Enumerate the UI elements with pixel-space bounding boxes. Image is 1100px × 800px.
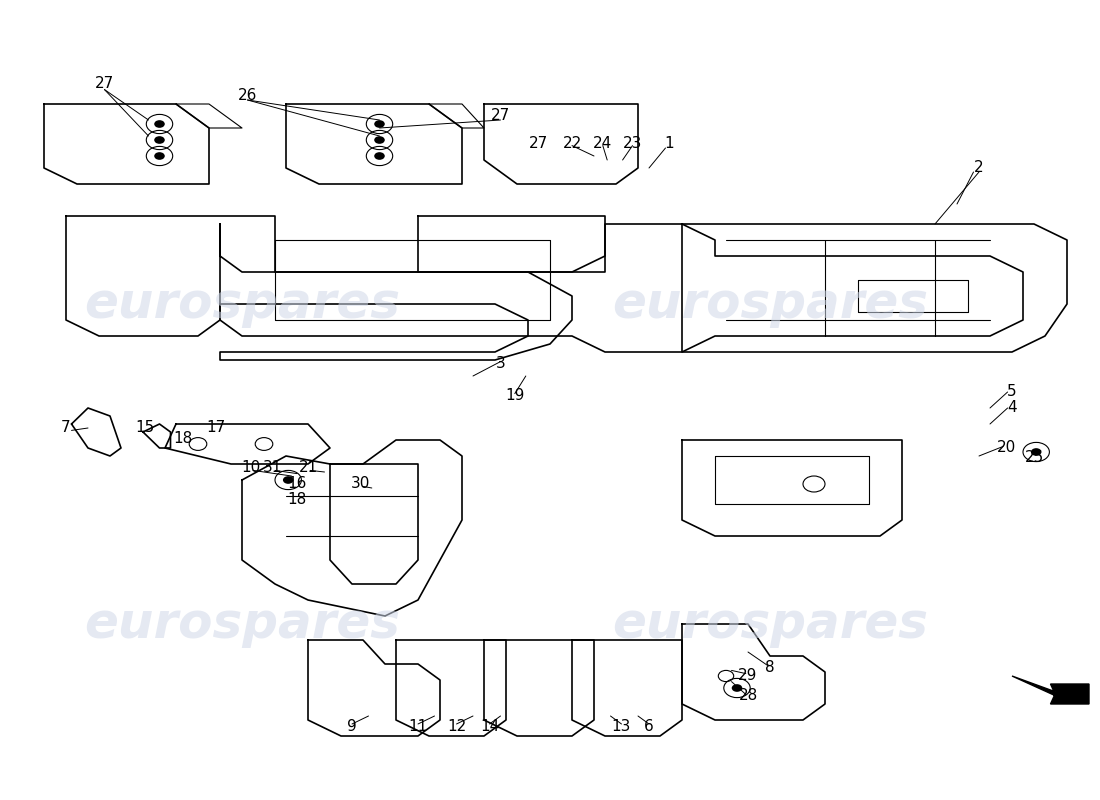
Text: 29: 29: [738, 669, 758, 683]
Text: 24: 24: [593, 137, 613, 151]
Polygon shape: [1012, 676, 1089, 704]
Text: 19: 19: [505, 389, 525, 403]
Text: 9: 9: [348, 719, 356, 734]
Text: 30: 30: [351, 477, 371, 491]
Text: 28: 28: [738, 689, 758, 703]
Text: 23: 23: [623, 137, 642, 151]
Circle shape: [1031, 448, 1042, 456]
Text: 31: 31: [263, 461, 283, 475]
Text: 1: 1: [664, 137, 673, 151]
Text: 11: 11: [408, 719, 428, 734]
Text: 17: 17: [206, 421, 225, 435]
Text: 27: 27: [491, 109, 510, 123]
Text: 7: 7: [62, 421, 70, 435]
Text: 5: 5: [1008, 385, 1016, 399]
Text: 25: 25: [1024, 450, 1044, 465]
Text: 21: 21: [298, 461, 318, 475]
Circle shape: [283, 476, 294, 484]
Circle shape: [374, 120, 385, 128]
Circle shape: [154, 136, 165, 144]
Text: 27: 27: [529, 137, 549, 151]
Text: eurospares: eurospares: [612, 600, 928, 648]
Text: 8: 8: [766, 661, 774, 675]
Text: 15: 15: [135, 421, 155, 435]
Text: 2: 2: [975, 161, 983, 175]
Text: eurospares: eurospares: [612, 280, 928, 328]
Text: 3: 3: [496, 357, 505, 371]
Text: 16: 16: [287, 477, 307, 491]
Circle shape: [154, 152, 165, 160]
Text: 27: 27: [95, 77, 114, 91]
Circle shape: [374, 152, 385, 160]
Text: 26: 26: [238, 89, 257, 103]
Text: 20: 20: [997, 441, 1016, 455]
Text: 14: 14: [480, 719, 499, 734]
Text: eurospares: eurospares: [84, 280, 400, 328]
Circle shape: [154, 120, 165, 128]
Text: eurospares: eurospares: [84, 600, 400, 648]
Text: 4: 4: [1008, 401, 1016, 415]
Text: 10: 10: [241, 461, 261, 475]
Text: 18: 18: [287, 493, 307, 507]
Text: 22: 22: [562, 137, 582, 151]
Circle shape: [374, 136, 385, 144]
Text: 6: 6: [645, 719, 653, 734]
Text: 18: 18: [173, 431, 192, 446]
Text: 13: 13: [612, 719, 631, 734]
Circle shape: [732, 684, 742, 692]
Text: 12: 12: [447, 719, 466, 734]
